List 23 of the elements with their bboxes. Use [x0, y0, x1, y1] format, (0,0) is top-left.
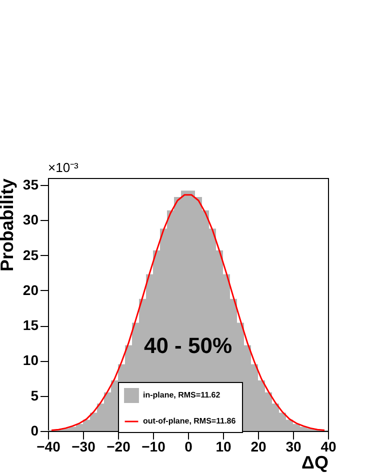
text: ×10⁻³ — [48, 160, 80, 175]
y-tick-label: 35 — [22, 176, 39, 193]
y-tick-label: 5 — [30, 387, 39, 404]
y-tick-label: 25 — [22, 246, 39, 263]
x-tick-label: 20 — [250, 438, 266, 454]
annotation: 40 - 50% — [144, 333, 232, 358]
x-tick-label: −40 — [36, 438, 61, 454]
x-axis-title: ΔQ — [302, 452, 328, 472]
y-tick-label: 0 — [30, 422, 39, 438]
x-tick-label: 40 — [320, 438, 336, 454]
y-tick-label: 10 — [22, 352, 39, 368]
y-tick-label: 15 — [22, 317, 39, 334]
legend-label: out-of-plane, RMS=11.86 — [143, 416, 236, 426]
y-tick-label: 20 — [22, 282, 39, 298]
y-tick-label: 30 — [22, 212, 39, 228]
x-tick-label: 30 — [286, 438, 302, 454]
legend-label: in-plane, RMS=11.62 — [143, 390, 221, 400]
y-axis-title: Probability — [0, 178, 17, 272]
x-tick-label: −10 — [142, 438, 166, 454]
x-tick-label: 10 — [216, 438, 232, 454]
x-tick-label: 0 — [184, 438, 193, 454]
x-tick-label: −30 — [72, 438, 96, 454]
x-tick-label: −20 — [106, 438, 131, 454]
